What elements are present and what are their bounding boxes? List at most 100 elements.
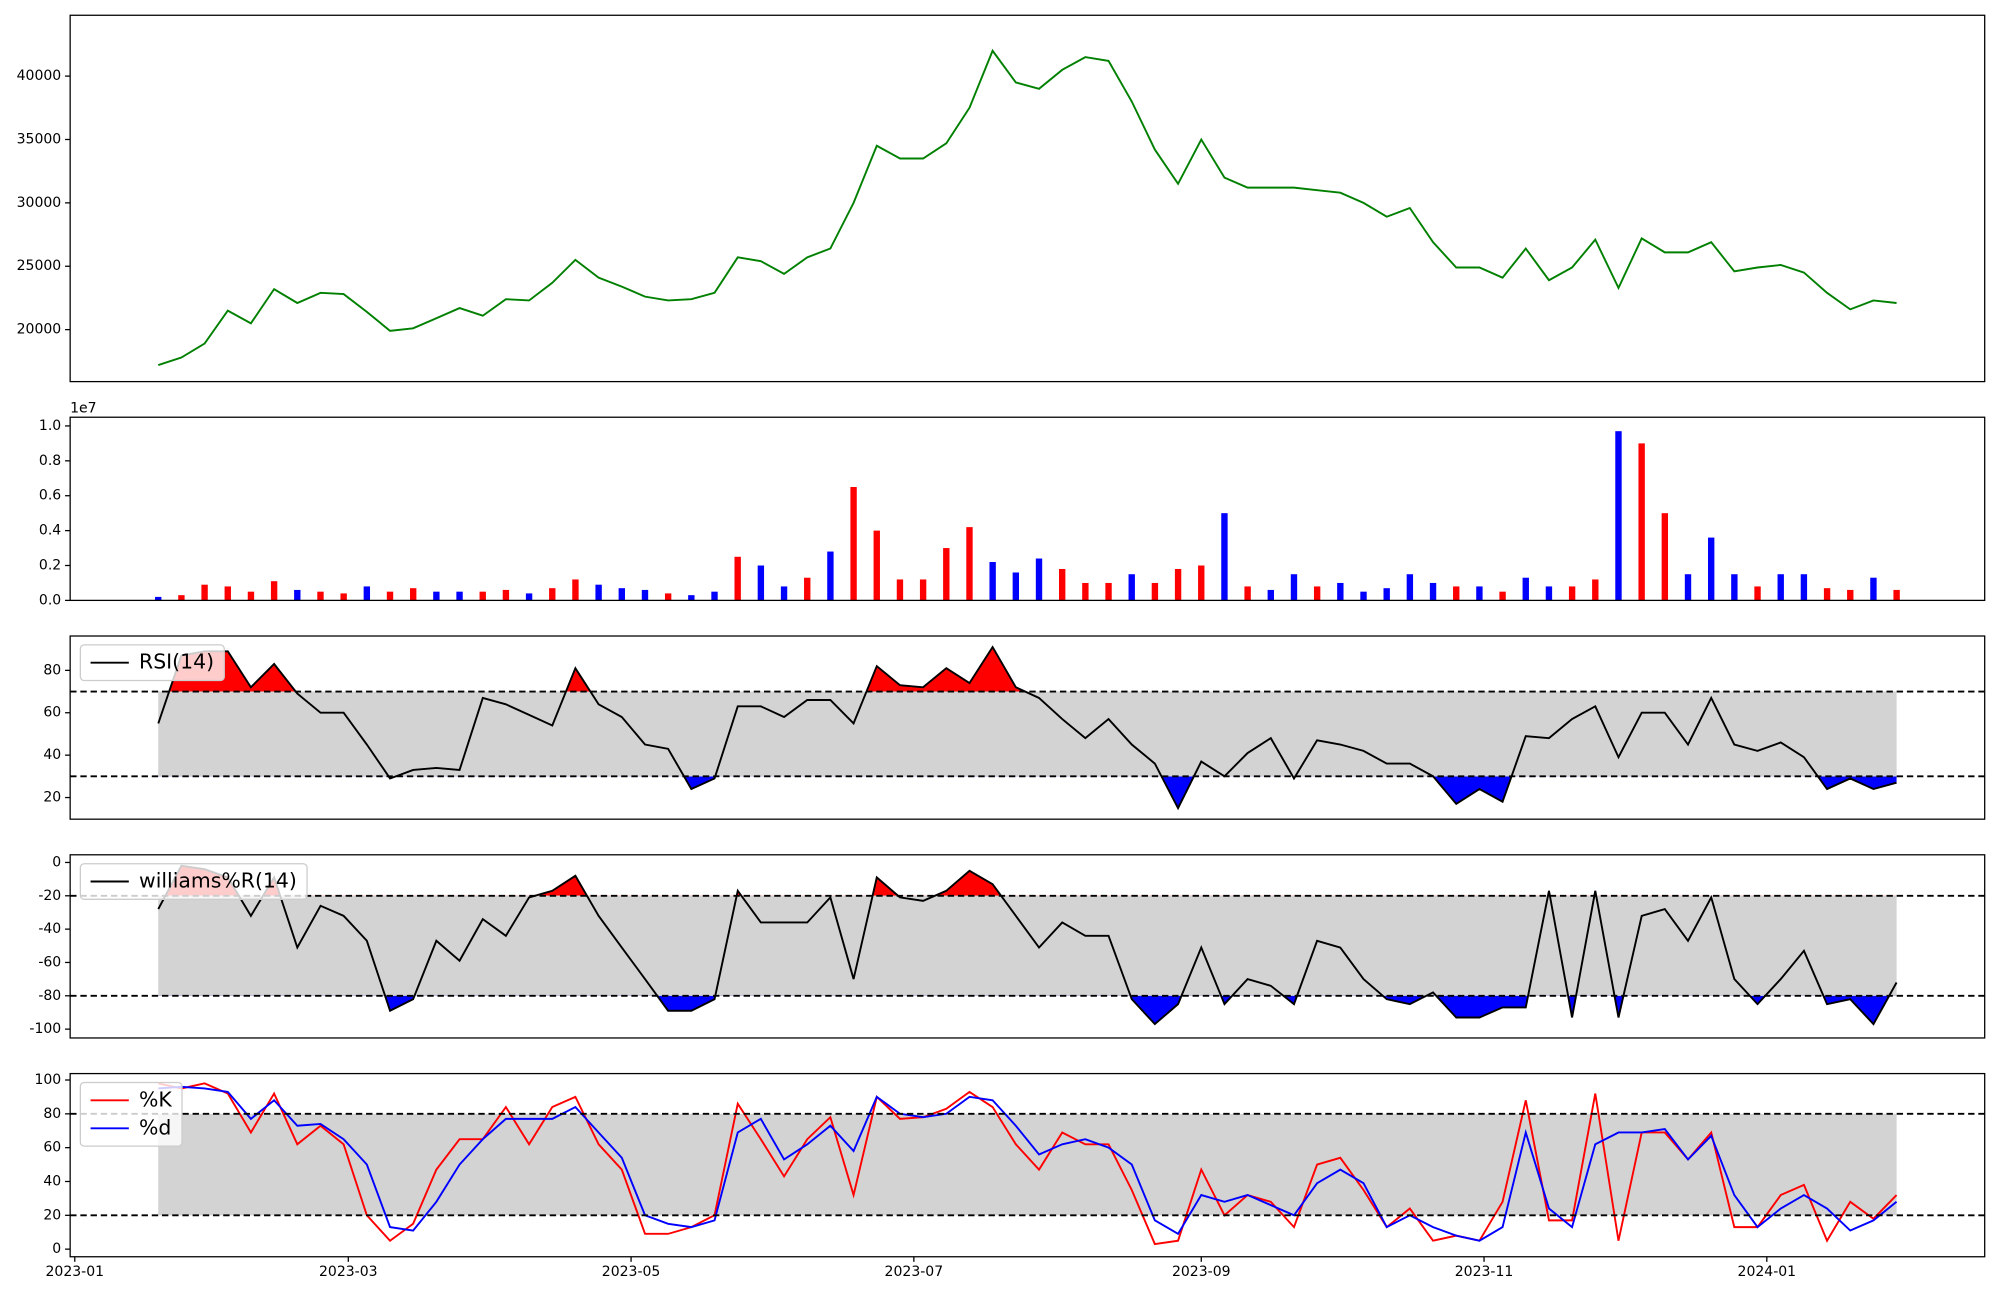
neutral-band [158,691,1897,777]
volume-bar [1707,537,1715,601]
volume-bar [1754,586,1761,601]
y-tick-label: 0.0 [39,592,61,608]
axes-frame [69,416,1986,602]
volume-bar [1105,582,1112,601]
volume-bar [1847,589,1854,601]
y-tick-label: 20 [43,790,61,806]
volume-bar [1429,582,1437,601]
axis-offset-label: 1e7 [70,400,96,416]
y-tick-label: 40000 [17,68,62,84]
volume-bar [224,586,231,601]
volume-bar [1198,565,1205,601]
volume-bar [270,581,278,601]
series-line [158,1085,1898,1242]
volume-bar [1151,582,1159,601]
volume-bar [1870,577,1877,601]
volume-bar [386,591,394,601]
volume-bar [1267,589,1274,601]
volume-bar [1012,572,1020,601]
y-tick-label: 60 [43,705,61,721]
volume-bar [850,487,857,601]
volume-bar [873,530,880,601]
y-tick-label: 0.4 [39,523,61,539]
volume-bar [664,593,672,601]
volume-bar [1337,582,1344,601]
volume-bar [1522,577,1529,601]
panel: 20000 25000 30000 35000 40000 [17,14,1986,383]
volume-bar [734,556,741,601]
volume-bar [201,584,208,601]
y-tick-label: 20 [43,1207,61,1223]
y-tick-label: -60 [38,954,61,970]
volume-bar [1592,579,1599,601]
volume-bar [1360,591,1367,601]
legend-label: williams%R(14) [139,869,297,893]
volume-bar [1290,574,1298,601]
volume-bar [1476,586,1483,601]
volume-bar [1035,558,1043,601]
x-tick-label: 2023-05 [602,1264,661,1280]
x-tick-label: 2023-01 [45,1264,104,1280]
y-tick-label: -40 [38,921,61,937]
volume-bar [1638,443,1645,601]
legend-label: %K [139,1087,172,1111]
panel: 20 40 60 80 RSI(14) [43,635,1986,820]
panel: 0 20 40 60 80 100 2023-01 2023-03 2023-05 2023-07… [34,1072,1986,1280]
plot-area [155,431,1900,601]
volume-bar [433,591,440,601]
panel: 0.0 0.2 0.4 0.6 0.8 1.0 1e7 [39,400,1986,608]
volume-bar [1313,586,1321,601]
legend-label: %d [139,1115,171,1139]
volume-bar [595,584,602,601]
volume-bar [456,591,463,601]
y-tick-label: -20 [38,888,61,904]
y-tick-label: -100 [29,1021,61,1037]
y-tick-label: 0.6 [39,488,61,504]
volume-bar [340,593,347,601]
y-tick-label: 25000 [17,258,62,274]
volume-bar [479,591,486,601]
volume-bar [1244,586,1251,601]
volume-bar [711,591,718,601]
neutral-band [158,895,1897,996]
volume-bar [317,591,324,601]
y-tick-label: 20000 [17,322,62,338]
x-tick-label: 2024-01 [1738,1264,1797,1280]
x-tick-label: 2023-07 [885,1264,944,1280]
volume-bar [1082,582,1089,601]
volume-bar [919,579,927,601]
volume-bar [1453,586,1460,601]
plot-area [70,1082,1985,1246]
volume-bar [525,593,533,601]
y-tick-label: 0.8 [39,453,61,469]
neutral-band [158,1113,1897,1216]
volume-bar [688,595,695,601]
volume-bar [804,577,811,601]
volume-bar [1545,586,1553,601]
volume-bar [1383,588,1390,601]
volume-bar [1800,574,1808,601]
y-tick-label: 60 [43,1140,61,1156]
volume-bar [943,548,950,601]
volume-bar [1893,589,1900,601]
series-line [157,48,1897,366]
plot-area [70,864,1985,1026]
y-tick-label: 35000 [17,132,62,148]
series-line [157,645,1897,811]
plot-area [70,645,1985,811]
legend-box [79,863,308,900]
volume-bar [363,586,371,601]
volume-bar [155,596,162,601]
volume-bar [1823,588,1831,601]
volume-bar [502,589,510,601]
y-tick-label: 100 [34,1072,61,1088]
axes-frame [69,1072,1986,1258]
volume-bar [1499,591,1506,601]
x-tick-label: 2023-09 [1172,1264,1231,1280]
volume-bar [780,586,788,601]
y-tick-label: 1.0 [39,418,61,434]
legend-box [79,1081,183,1147]
x-tick-label: 2023-03 [319,1264,378,1280]
volume-bar [572,579,579,601]
axes-frame [69,635,1986,820]
